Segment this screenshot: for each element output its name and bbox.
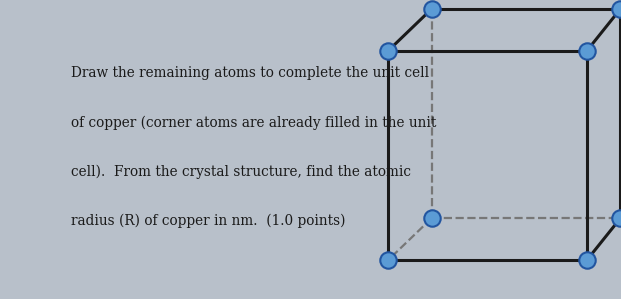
Point	[427, 216, 437, 221]
Point	[582, 48, 592, 53]
Text: cell).  From the crystal structure, find the atomic: cell). From the crystal structure, find …	[71, 164, 412, 179]
Text: radius (R) of copper in nm.  (1.0 points): radius (R) of copper in nm. (1.0 points)	[71, 214, 346, 228]
Point	[383, 258, 393, 263]
Point	[615, 216, 621, 221]
Point	[383, 48, 393, 53]
Text: of copper (corner atoms are already filled in the unit: of copper (corner atoms are already fill…	[71, 115, 437, 129]
Point	[427, 7, 437, 11]
Point	[582, 258, 592, 263]
Text: Draw the remaining atoms to complete the unit cell: Draw the remaining atoms to complete the…	[71, 66, 430, 80]
Point	[615, 7, 621, 11]
